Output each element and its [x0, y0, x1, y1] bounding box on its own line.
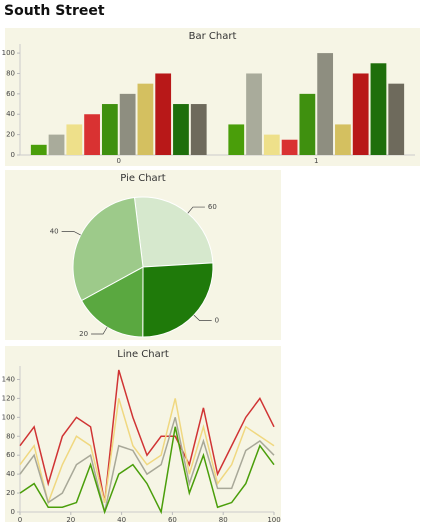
bar	[84, 114, 100, 155]
bar	[137, 83, 154, 155]
chart-title: Bar Chart	[189, 31, 237, 42]
pie-label: 60	[208, 203, 217, 211]
chart-title: Line Chart	[117, 349, 169, 360]
chart-title: Pie Chart	[120, 173, 165, 184]
bar	[281, 139, 298, 155]
bar	[335, 124, 351, 155]
pie-label: 40	[50, 227, 59, 235]
y-tick-label: 20	[6, 489, 15, 497]
leader-line	[91, 326, 108, 335]
y-tick-label: 100	[2, 49, 15, 57]
line	[19, 398, 275, 506]
y-tick-label: 0	[11, 151, 15, 159]
x-tick-label: 20	[66, 516, 75, 524]
y-tick-label: 120	[2, 394, 15, 402]
bar	[190, 104, 207, 155]
y-tick-label: 60	[6, 451, 15, 459]
bar	[101, 104, 118, 155]
x-tick-label: 0	[117, 157, 121, 165]
pie-label: 20	[79, 330, 88, 338]
bar	[317, 53, 334, 155]
bar	[263, 134, 280, 155]
y-tick-label: 0	[11, 508, 15, 516]
bar	[388, 83, 405, 155]
bar	[66, 124, 83, 155]
pie-slice	[72, 196, 144, 302]
x-tick-label: 0	[18, 516, 22, 524]
bar	[299, 93, 316, 155]
bar	[48, 134, 65, 155]
y-tick-label: 140	[2, 375, 15, 383]
bar	[119, 93, 136, 155]
y-tick-label: 40	[6, 110, 15, 118]
pie-slice	[142, 262, 214, 338]
x-tick-label: 40	[117, 516, 126, 524]
y-tick-label: 80	[6, 69, 15, 77]
y-tick-label: 60	[6, 90, 15, 98]
pie-slice	[133, 196, 214, 268]
x-tick-label: 100	[267, 516, 280, 524]
line	[19, 369, 275, 503]
x-tick-label: 1	[314, 157, 318, 165]
bar	[370, 63, 387, 155]
y-tick-label: 100	[2, 413, 15, 421]
pie-slice	[80, 266, 144, 338]
chart-panel	[5, 346, 281, 522]
bar	[155, 73, 172, 155]
line	[19, 417, 275, 513]
leader-line	[187, 206, 205, 214]
leader-line	[61, 230, 81, 236]
x-tick-label: 60	[168, 516, 177, 524]
bar	[352, 73, 369, 155]
bar	[173, 104, 189, 155]
y-tick-label: 40	[6, 470, 15, 478]
y-tick-label: 20	[6, 131, 15, 139]
page-title: South Street	[4, 3, 105, 19]
line	[19, 426, 275, 515]
x-tick-label: 80	[219, 516, 228, 524]
pie-label: 0	[215, 317, 219, 325]
leader-line	[193, 314, 212, 321]
bar	[30, 144, 47, 155]
y-tick-label: 80	[6, 432, 15, 440]
bar	[228, 124, 245, 155]
bar	[246, 73, 262, 155]
